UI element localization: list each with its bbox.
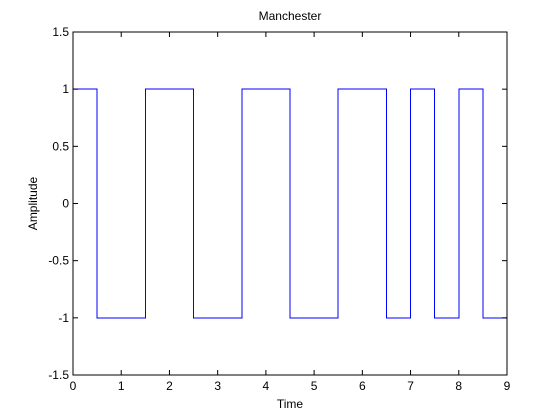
x-tick-label: 7 [407, 379, 414, 393]
x-ticks: 0 1 2 3 4 5 6 7 8 9 [70, 32, 511, 393]
y-ticks: -1.5 -1 -0.5 0 0.5 1 1.5 [48, 25, 507, 382]
y-tick-label: 0.5 [52, 139, 69, 153]
x-tick-label: 5 [311, 379, 318, 393]
y-tick-label: -1.5 [48, 368, 69, 382]
y-tick-label: -0.5 [48, 254, 69, 268]
x-tick-label: 3 [214, 379, 221, 393]
series-layer [73, 88, 507, 319]
y-tick-label: -1 [58, 311, 69, 325]
x-tick-label: 1 [118, 379, 125, 393]
x-tick-label: 0 [70, 379, 77, 393]
x-axis-title: Time [277, 397, 304, 411]
y-tick-label: 1 [62, 82, 69, 96]
y-tick-label: 0 [62, 197, 69, 211]
chart-title: Manchester [259, 9, 322, 23]
x-tick-label: 4 [263, 379, 270, 393]
x-tick-label: 8 [455, 379, 462, 393]
x-tick-label: 2 [166, 379, 173, 393]
y-tick-label: 1.5 [52, 25, 69, 39]
x-tick-label: 6 [359, 379, 366, 393]
y-axis-title: Amplitude [26, 177, 40, 231]
x-tick-label: 9 [504, 379, 511, 393]
series-line-0 [73, 88, 507, 319]
